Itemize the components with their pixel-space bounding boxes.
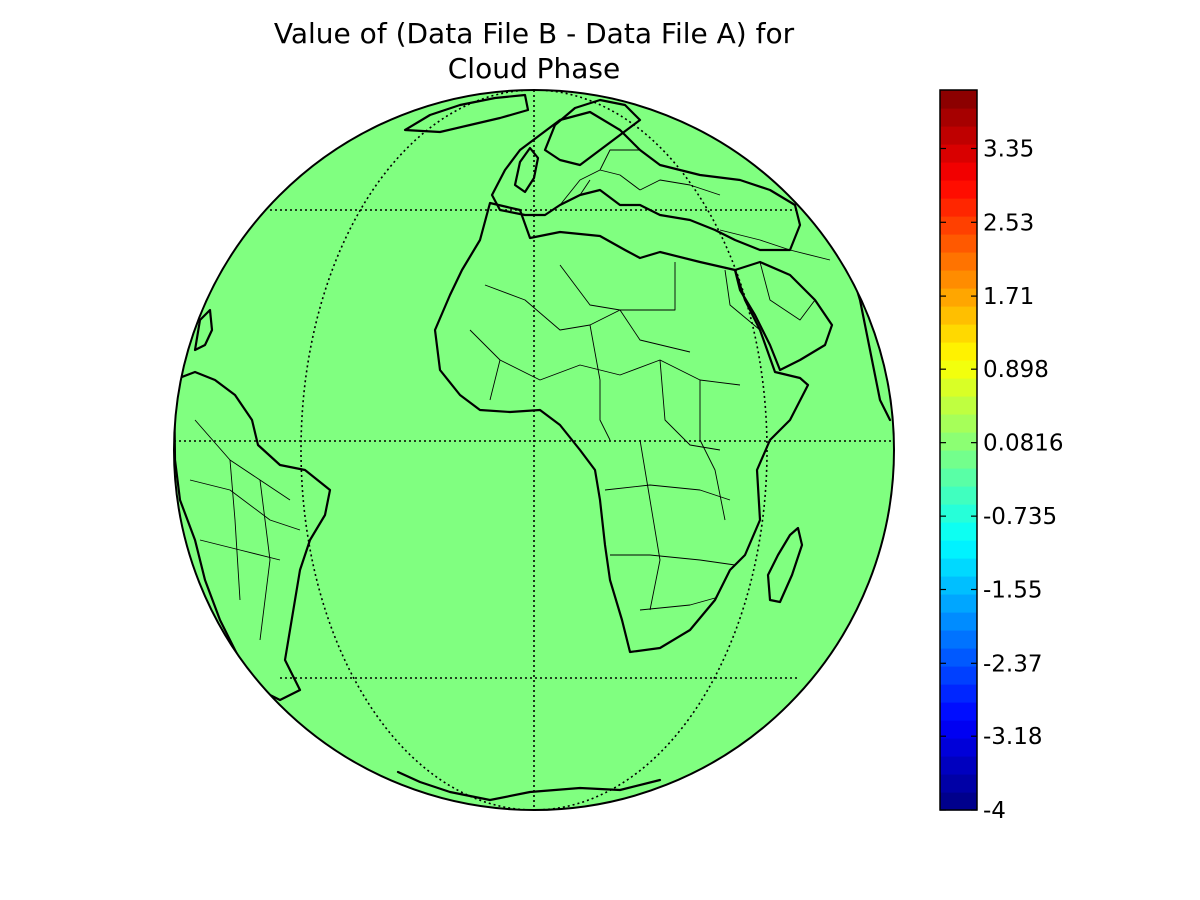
colorbar-step: [940, 306, 977, 325]
colorbar-step: [940, 630, 977, 649]
europe-coastline: [490, 110, 802, 252]
colorbar-step: [940, 576, 977, 595]
colorbar-step: [940, 648, 977, 667]
colorbar-step: [940, 342, 977, 361]
colorbar-step: [940, 198, 977, 217]
colorbar-step: [940, 360, 977, 379]
colorbar-step: [940, 738, 977, 757]
colorbar-tick-label: 3.35: [983, 137, 1034, 163]
globe-outline: [173, 89, 895, 811]
colorbar-step: [940, 378, 977, 397]
globe-map: [173, 89, 895, 811]
colorbar-step: [940, 522, 977, 541]
colorbar-step: [940, 324, 977, 343]
colorbar-step: [940, 774, 977, 793]
colorbar-step: [940, 594, 977, 613]
colorbar-tick-label: 0.0816: [983, 431, 1063, 457]
colorbar-step: [940, 126, 977, 145]
colorbar-step: [940, 252, 977, 271]
graticule-meridian-ellipse: [300, 90, 768, 810]
colorbar-step: [940, 90, 977, 109]
colorbar-step: [940, 180, 977, 199]
colorbar-step: [940, 558, 977, 577]
colorbar-gradient: [940, 90, 977, 811]
colorbar-tick-label: -4: [983, 798, 1006, 824]
madagascar-coastline: [766, 526, 804, 604]
greenland-coastline: [403, 93, 530, 134]
colorbar-step: [940, 288, 977, 307]
colorbar-step: [940, 144, 977, 163]
colorbar-step: [940, 756, 977, 775]
graticule: [174, 90, 894, 810]
colorbar-tick-label: 0.898: [983, 357, 1049, 383]
colorbar-tick-label: -3.18: [983, 724, 1043, 750]
caribbean-coastline: [193, 308, 214, 352]
colorbar-frame: [939, 89, 978, 811]
colorbar-tick-label: 2.53: [983, 210, 1034, 236]
colorbar-step: [940, 612, 977, 631]
colorbar-step: [940, 684, 977, 703]
arabia-borders: [719, 229, 831, 321]
antarctica-coastline: [396, 770, 662, 802]
colorbar-step: [940, 414, 977, 433]
europe-borders: [559, 149, 721, 206]
colorbar-step: [940, 792, 977, 811]
colorbar-tick-label: -1.55: [983, 578, 1043, 604]
colorbar-step: [940, 216, 977, 235]
colorbar-step: [940, 540, 977, 559]
chart-title-line-2: Cloud Phase: [448, 52, 620, 85]
arabia-coastline: [733, 260, 834, 372]
colorbar-step: [940, 162, 977, 181]
chart-title-line-1: Value of (Data File B - Data File A) for: [274, 17, 795, 50]
colorbar-tick-label: -0.735: [983, 504, 1057, 530]
scandinavia-coastline: [543, 98, 642, 167]
colorbar-tick-label: -2.37: [983, 651, 1043, 677]
colorbar-step: [940, 270, 977, 289]
colorbar-step: [940, 432, 977, 451]
colorbar-step: [940, 396, 977, 415]
colorbar-tick-label: 1.71: [983, 284, 1034, 310]
colorbar-step: [940, 468, 977, 487]
colorbar-step: [940, 450, 977, 469]
colorbar-step: [940, 504, 977, 523]
africa-borders: [469, 262, 761, 611]
colorbar: 3.35 2.53 1.71 0.898 0.0816 -0.735 -1.55 -2.37 -…: [939, 89, 1063, 824]
britain-coastline: [513, 146, 540, 194]
colorbar-ticks: 3.35 2.53 1.71 0.898 0.0816 -0.735 -1.55 -2.37 -…: [940, 137, 1063, 824]
south-america-coastline: [174, 370, 332, 702]
colorbar-step: [940, 702, 977, 721]
africa-coastline: [433, 201, 810, 654]
colorbar-step: [940, 108, 977, 127]
south-america-borders: [189, 419, 301, 641]
colorbar-step: [940, 666, 977, 685]
colorbar-step: [940, 486, 977, 505]
colorbar-step: [940, 234, 977, 253]
colorbar-step: [940, 720, 977, 739]
